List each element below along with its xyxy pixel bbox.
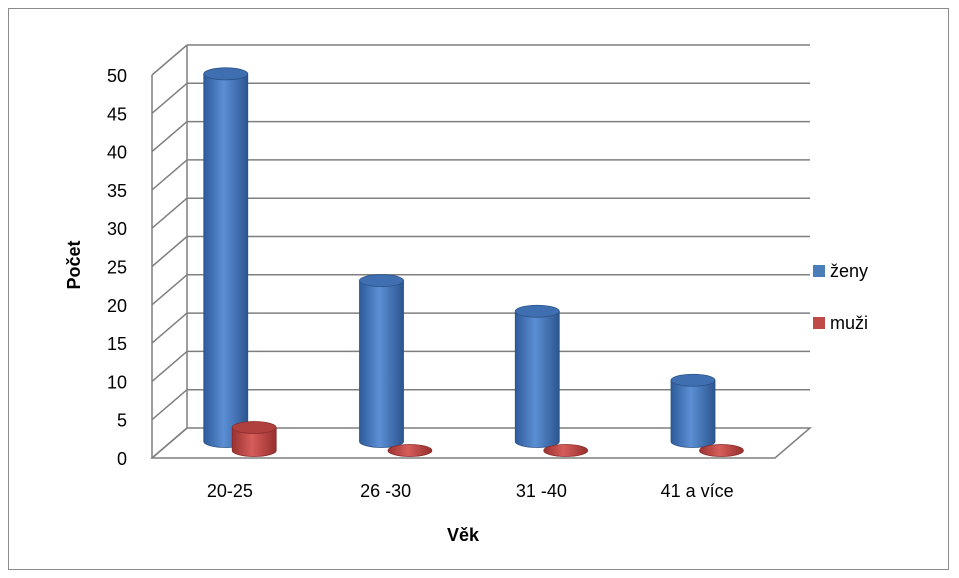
gridline-side: [151, 389, 188, 421]
y-tick-label: 25: [107, 258, 127, 278]
bar-zeny: [514, 304, 560, 448]
x-tick-label: 20-25: [207, 481, 253, 501]
gridline-side: [151, 197, 188, 229]
y-tick-labels: 0 5 10 15 20 25 30 35 40 45 50: [107, 66, 127, 469]
y-tick-label: 35: [107, 181, 127, 201]
plot-walls: [149, 45, 813, 459]
bar-muzi: [543, 444, 589, 457]
legend-swatch: [813, 317, 825, 329]
legend: ženy muži: [813, 261, 868, 333]
x-tick-label: 31 -40: [516, 481, 567, 501]
bars: [203, 67, 744, 457]
y-tick-label: 0: [117, 449, 127, 469]
bar-body: [203, 73, 249, 448]
bar-body: [514, 310, 560, 448]
y-tick-label: 40: [107, 143, 127, 163]
y-tick-label: 5: [117, 411, 127, 431]
bar-base-disc: [699, 444, 744, 457]
gridline-side: [151, 235, 188, 268]
bar-zeny: [670, 373, 716, 448]
legend-label: muži: [830, 313, 868, 333]
gridline-side: [151, 350, 188, 382]
y-tick-label: 10: [107, 372, 127, 392]
x-tick-label: 26 -30: [360, 481, 411, 501]
gridline-side: [151, 427, 188, 459]
y-axis-title: Počet: [64, 240, 84, 289]
bar-zeny: [359, 274, 404, 448]
gridlines: [151, 44, 810, 459]
bar-top: [359, 274, 404, 288]
y-tick-label: 15: [107, 334, 127, 354]
bar-muzi: [699, 444, 744, 457]
gridline-side: [151, 274, 188, 306]
bar-body: [359, 280, 404, 448]
bar-top: [670, 373, 716, 387]
y-tick-label: 50: [107, 66, 127, 86]
x-tick-labels: 20-25 26 -30 31 -40 41 a více: [207, 481, 734, 501]
bar-body: [670, 379, 716, 448]
bar-body: [231, 427, 277, 457]
bar-base-disc: [387, 444, 433, 457]
legend-item: muži: [813, 313, 868, 333]
y-tick-label: 20: [107, 296, 127, 316]
bar-top: [514, 304, 560, 318]
bar-top: [231, 421, 277, 434]
gridline-side: [151, 82, 188, 114]
gridline-side: [151, 159, 188, 191]
legend-swatch: [813, 265, 825, 277]
y-tick-label: 45: [107, 104, 127, 124]
y-tick-label: 30: [107, 219, 127, 239]
bar-muzi: [387, 444, 433, 457]
bar-zeny: [203, 67, 249, 448]
gridline-side: [151, 121, 188, 153]
gridline-side: [151, 44, 188, 76]
bar-top: [203, 67, 249, 81]
legend-item: ženy: [813, 261, 868, 281]
legend-label: ženy: [830, 261, 868, 281]
x-tick-label: 41 a více: [661, 481, 734, 501]
x-axis-title: Věk: [447, 525, 480, 545]
gridline-side: [151, 312, 188, 344]
bar-muzi: [231, 421, 277, 457]
bar-base-disc: [543, 444, 589, 457]
